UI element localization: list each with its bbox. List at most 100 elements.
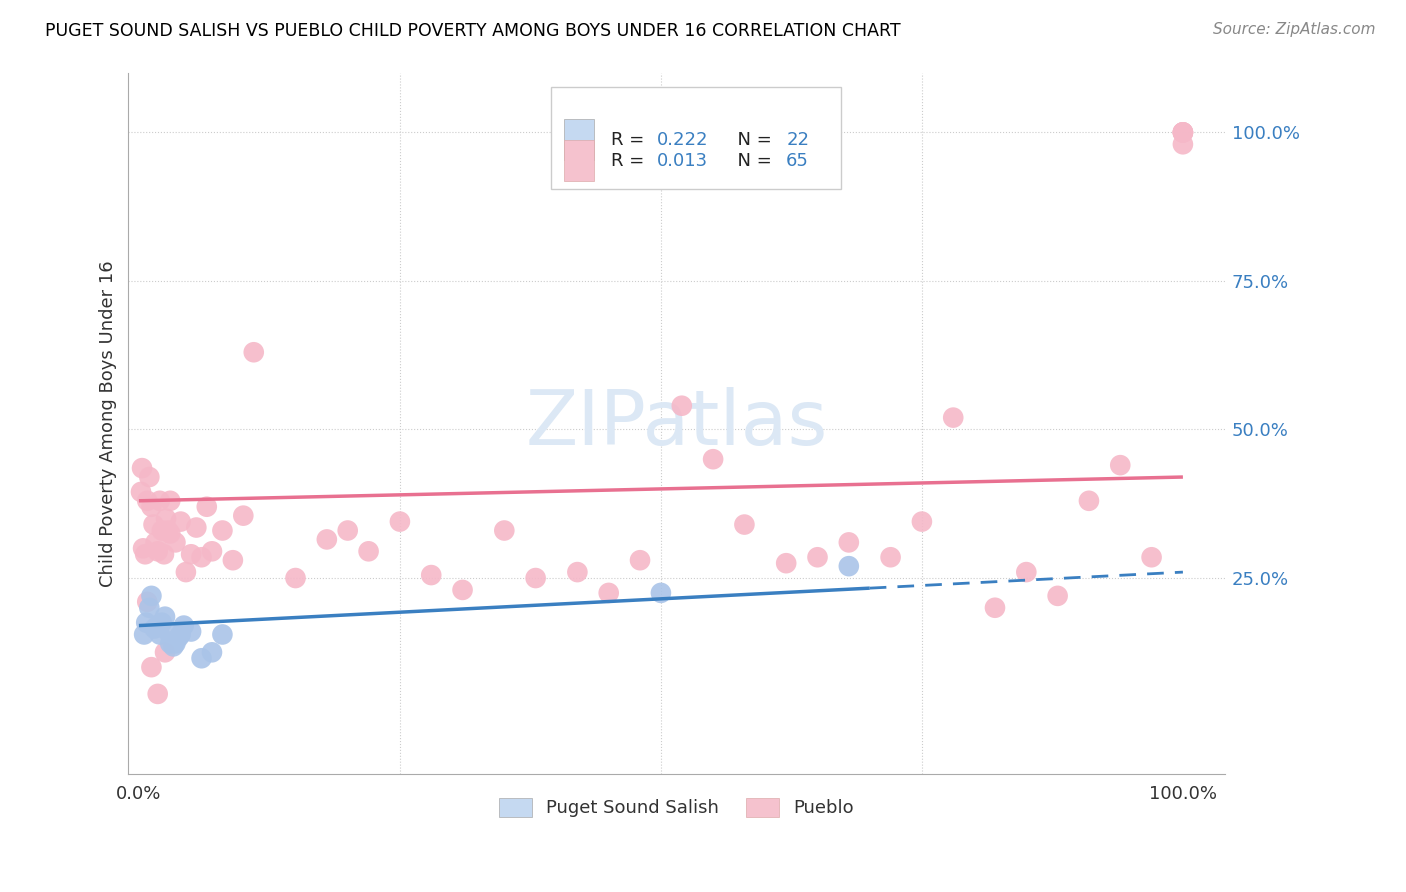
Point [169,515,191,529]
Point [165,636,187,650]
Point [180,624,202,639]
Point [155,511,177,525]
Point [149,493,172,508]
Point [1171,125,1194,139]
Point [242,345,264,359]
Point [157,524,180,538]
Point [1109,458,1132,472]
Text: PUGET SOUND SALISH VS PUEBLO CHILD POVERTY AMONG BOYS UNDER 16 CORRELATION CHART: PUGET SOUND SALISH VS PUEBLO CHILD POVER… [45,22,901,40]
Point [671,399,693,413]
Point [284,571,307,585]
Point [942,410,965,425]
Point [211,524,233,538]
Point [134,627,156,641]
Point [1046,589,1069,603]
Point [1015,565,1038,579]
Point [174,565,197,579]
Point [141,589,163,603]
Point [879,550,901,565]
Point [159,526,181,541]
Point [775,556,797,570]
Bar [564,140,595,181]
Point [153,609,176,624]
Point [232,508,254,523]
Point [420,568,443,582]
Point [138,470,160,484]
Point [1171,125,1194,139]
Text: R =: R = [610,152,650,169]
Point [186,520,208,534]
Point [211,627,233,641]
Point [388,515,411,529]
Point [190,550,212,565]
Point [136,595,159,609]
Text: 0.222: 0.222 [657,130,709,149]
Point [201,645,224,659]
Point [1171,125,1194,139]
Point [162,640,184,654]
Text: 65: 65 [786,152,808,169]
Point [150,615,173,630]
Point [567,565,589,579]
Point [733,517,755,532]
Point [180,547,202,561]
Point [153,547,176,561]
Point [142,517,165,532]
Point [169,627,191,641]
Point [315,533,337,547]
Point [167,631,190,645]
Point [911,515,934,529]
Point [336,524,359,538]
Point [157,624,180,639]
Point [136,493,159,508]
Text: R =: R = [610,130,650,149]
Point [173,618,195,632]
Point [1140,550,1163,565]
Point [702,452,724,467]
Point [190,651,212,665]
Text: N =: N = [725,130,778,149]
Point [135,615,157,630]
Point [143,622,166,636]
FancyBboxPatch shape [551,87,841,189]
Point [150,524,173,538]
Point [1077,493,1099,508]
Point [141,660,163,674]
Point [451,582,474,597]
Y-axis label: Child Poverty Among Boys Under 16: Child Poverty Among Boys Under 16 [100,260,117,587]
Text: 22: 22 [786,130,810,149]
Point [132,541,155,556]
Point [494,524,516,538]
Point [149,627,172,641]
Point [806,550,828,565]
Point [1171,125,1194,139]
Point [146,544,169,558]
Point [598,586,620,600]
Point [129,484,152,499]
Point [153,645,176,659]
Bar [564,120,595,160]
Point [159,493,181,508]
Point [222,553,245,567]
Point [838,559,860,574]
Point [524,571,547,585]
Point [146,687,169,701]
Point [838,535,860,549]
Point [138,600,160,615]
Point [146,618,169,632]
Text: N =: N = [725,152,778,169]
Point [165,535,187,549]
Point [201,544,224,558]
Point [159,636,181,650]
Point [141,500,163,514]
Point [145,535,167,549]
Point [195,500,218,514]
Point [357,544,380,558]
Point [131,461,153,475]
Point [984,600,1007,615]
Point [628,553,651,567]
Text: 0.013: 0.013 [657,152,709,169]
Point [1171,137,1194,152]
Text: ZIPatlas: ZIPatlas [526,386,828,460]
Point [134,547,156,561]
